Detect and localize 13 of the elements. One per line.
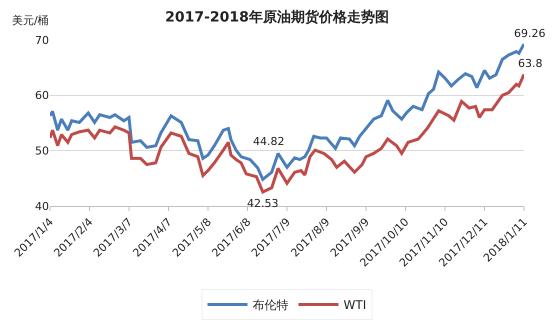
chart-title: 2017-2018年原油期货价格走势图 <box>165 9 389 26</box>
y-tick-label: 50 <box>35 144 49 158</box>
y-tick-label: 60 <box>35 89 49 102</box>
annotation: 63.8 <box>518 57 542 70</box>
annotation: 69.26 <box>514 27 546 40</box>
y-tick-label: 70 <box>35 34 49 47</box>
legend-label: 布伦特 <box>252 298 288 312</box>
legend-label: WTI <box>344 298 366 312</box>
annotation: 42.53 <box>247 197 278 210</box>
y-tick-label: 40 <box>35 200 49 213</box>
y-axis-title: 美元/桶 <box>12 14 49 27</box>
annotation: 44.82 <box>253 135 284 148</box>
line-series <box>50 72 524 194</box>
